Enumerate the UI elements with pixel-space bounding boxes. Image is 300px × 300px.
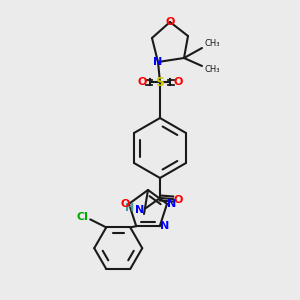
Text: O: O <box>120 199 130 209</box>
Text: S: S <box>155 76 164 88</box>
Text: O: O <box>137 77 147 87</box>
Text: CH₃: CH₃ <box>204 40 220 49</box>
Text: CH₃: CH₃ <box>204 65 220 74</box>
Text: N: N <box>160 221 170 231</box>
Text: Cl: Cl <box>76 212 88 222</box>
Text: O: O <box>173 195 183 205</box>
Text: N: N <box>135 205 145 215</box>
Text: O: O <box>173 77 183 87</box>
Text: N: N <box>167 199 177 209</box>
Text: N: N <box>153 57 163 67</box>
Text: H: H <box>125 203 135 213</box>
Text: O: O <box>165 17 175 27</box>
